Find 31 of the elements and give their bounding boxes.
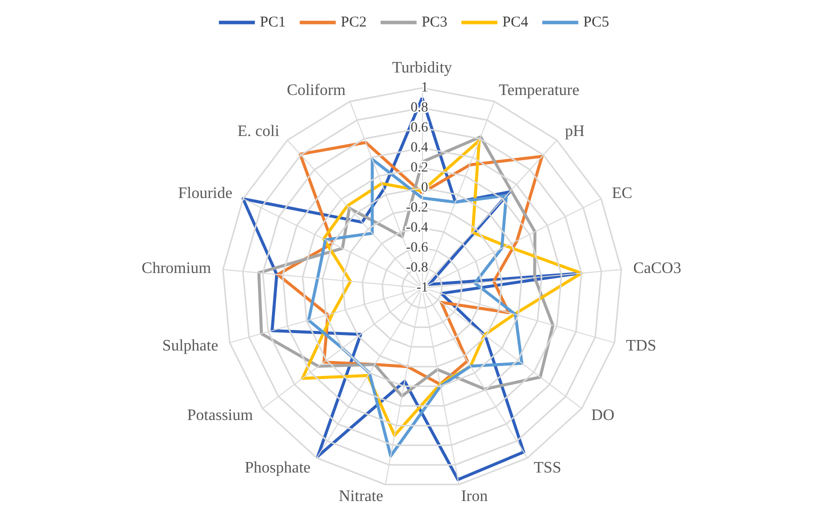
legend-label: PC2: [340, 14, 367, 30]
spoke-label: TSS: [534, 460, 562, 477]
spoke-label: Flouride: [178, 184, 232, 202]
legend-label: PC5: [583, 14, 610, 30]
y-tick-label: -0.8: [406, 260, 428, 276]
y-tick-label: -0.2: [406, 200, 428, 216]
spoke-label: Potassium: [187, 407, 254, 424]
spoke-label: Phosphate: [244, 460, 311, 477]
y-tick-label: 0.6: [410, 120, 428, 136]
y-tick-label: 1: [421, 80, 428, 96]
spoke-label: Chromium: [142, 260, 212, 277]
y-tick-label: -0.4: [406, 220, 428, 236]
y-tick-label: 0.2: [410, 160, 428, 176]
spoke-label: EC: [612, 184, 632, 202]
spoke-label: Coliform: [286, 82, 346, 99]
legend-label: PC3: [422, 14, 448, 30]
spoke-label: Nitrate: [338, 488, 384, 505]
y-tick-label: 0.4: [410, 140, 428, 156]
spoke-label: CaCO3: [633, 260, 682, 277]
legend-label: PC4: [502, 14, 529, 30]
legend-label: PC1: [260, 14, 286, 30]
spoke-label: Turbidity: [392, 59, 452, 76]
spoke-label: pH: [564, 122, 585, 140]
spoke-label: Sulphate: [162, 337, 218, 354]
spoke-label: DO: [591, 407, 614, 424]
y-tick-label: -1: [416, 280, 428, 296]
spoke-label: E. coli: [238, 122, 280, 140]
spoke-label: Iron: [461, 488, 488, 505]
spoke-label: TDS: [626, 337, 656, 354]
y-tick-label: -0.6: [406, 240, 428, 256]
spoke-label: Temperature: [498, 82, 580, 99]
